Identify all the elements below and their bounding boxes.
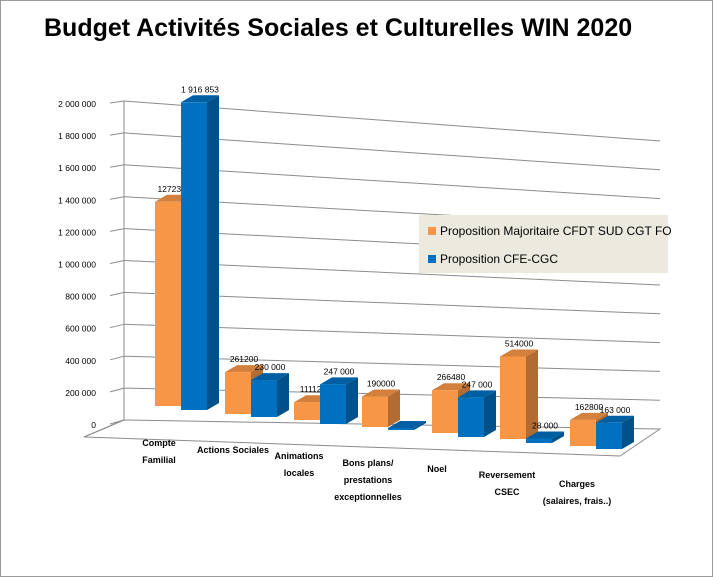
y-tick-label: 1 600 000 (58, 163, 96, 173)
bar-side-cfe-cgc-6 (622, 415, 634, 449)
bar-top-majoritaire-4 (432, 383, 470, 391)
bar-side-cfe-cgc-4 (484, 390, 496, 437)
bar-side-cfe-cgc-0 (207, 95, 219, 411)
bar-side-majoritaire-5 (526, 349, 538, 439)
bar-side-majoritaire-3 (388, 389, 400, 427)
x-tick-label: CSEC (494, 487, 520, 497)
x-tick-label: Actions Sociales (197, 445, 269, 455)
gridline-side (109, 387, 125, 393)
x-tick-label: Noel (427, 464, 447, 474)
legend: Proposition Majoritaire CFDT SUD CGT FO … (419, 215, 672, 273)
bar-top-majoritaire-5 (500, 349, 538, 357)
bar-top-majoritaire-6 (570, 412, 608, 420)
gridline-side (109, 164, 125, 168)
y-tick-label: 1 400 000 (58, 195, 96, 205)
chart-title: Budget Activités Sociales et Culturelles… (44, 14, 633, 42)
x-tick-label: exceptionnelles (334, 492, 402, 502)
gridline-side (109, 419, 125, 425)
bar-cfe-cgc-1 (251, 380, 277, 417)
bar-top-cfe-cgc-6 (596, 415, 634, 423)
data-label: 1272358 (157, 184, 190, 194)
data-label: 261200 (230, 354, 259, 364)
bar-top-majoritaire-1 (225, 365, 263, 373)
y-tick-label: 600 000 (65, 324, 96, 334)
y-tick-label: 200 000 (65, 388, 96, 398)
bar-top-cfe-cgc-2 (320, 377, 358, 385)
bar-cfe-cgc-2 (320, 384, 346, 424)
data-label: 230 000 (255, 362, 286, 372)
bar-top-cfe-cgc-5 (526, 431, 564, 439)
gridline-side (109, 228, 125, 232)
data-label: 28 000 (532, 421, 558, 431)
y-tick-label: 1 800 000 (58, 131, 96, 141)
gridline-side (109, 355, 125, 361)
legend-label-cfe-cgc: Proposition CFE-CGC (440, 252, 559, 266)
bar-top-cfe-cgc-1 (251, 373, 289, 381)
bar-majoritaire-0 (155, 201, 181, 406)
bar-majoritaire-6 (570, 419, 596, 446)
x-tick-label: Compte (142, 438, 176, 448)
floor-left-edge (83, 419, 125, 438)
gridline-side (109, 291, 125, 297)
data-label: 514000 (505, 339, 534, 349)
data-label: 247 000 (324, 366, 355, 376)
gridline-side (109, 196, 125, 200)
bar-side-cfe-cgc-1 (277, 373, 289, 417)
bar-cfe-cgc-5 (526, 438, 552, 443)
bar-top-cfe-cgc-3 (388, 421, 426, 428)
bar-top-cfe-cgc-4 (458, 390, 496, 398)
y-tick-label: 0 (91, 420, 96, 430)
bar-cfe-cgc-3 (388, 428, 414, 430)
legend-label-majoritaire: Proposition Majoritaire CFDT SUD CGT FO (440, 224, 672, 238)
bar-majoritaire-3 (362, 396, 388, 427)
gridline-side (109, 100, 125, 104)
y-tick-label: 1 000 000 (58, 260, 96, 270)
legend-swatch-cfe-cgc (428, 254, 436, 263)
x-tick-label: locales (284, 468, 315, 478)
data-label: 266480 (437, 372, 466, 382)
data-label: 190000 (367, 379, 396, 389)
data-label: 162800 (575, 402, 604, 412)
gridline-side (109, 323, 125, 329)
x-tick-label: (salaires, frais..) (543, 496, 612, 506)
x-tick-label: Bons plans/ (342, 458, 394, 468)
y-tick-label: 1 200 000 (58, 227, 96, 237)
bar-side-cfe-cgc-3 (414, 421, 426, 430)
bar-side-cfe-cgc-2 (346, 377, 358, 424)
bar-cfe-cgc-4 (458, 397, 484, 437)
bar-top-cfe-cgc-0 (181, 95, 219, 103)
gridline-side (109, 132, 125, 136)
legend-item-cfe-cgc: Proposition CFE-CGC (428, 252, 558, 266)
bar-cfe-cgc-0 (181, 102, 207, 410)
y-tick-label: 800 000 (65, 292, 96, 302)
data-label: 1 916 853 (181, 84, 219, 94)
bar-majoritaire-1 (225, 372, 251, 414)
gridline-side (109, 260, 125, 264)
bar-majoritaire-4 (432, 390, 458, 433)
data-label: 247 000 (462, 379, 493, 389)
x-tick-label: Charges (559, 479, 595, 489)
bar-majoritaire-2 (294, 402, 320, 420)
legend-item-majoritaire: Proposition Majoritaire CFDT SUD CGT FO (428, 224, 672, 238)
data-label: 163 000 (600, 405, 631, 415)
bar-side-cfe-cgc-5 (552, 431, 564, 443)
y-tick-label: 400 000 (65, 356, 96, 366)
x-tick-label: Reversement (479, 470, 536, 480)
data-label: 111122 (300, 384, 327, 394)
bar-top-majoritaire-3 (362, 389, 400, 397)
x-tick-label: Familial (142, 455, 176, 465)
y-tick-label: 2 000 000 (58, 99, 96, 109)
legend-swatch-majoritaire (428, 226, 436, 235)
x-tick-label: Animations (274, 451, 323, 461)
bar-majoritaire-5 (500, 356, 526, 439)
x-tick-label: prestations (344, 475, 393, 485)
bar-cfe-cgc-6 (596, 422, 622, 449)
